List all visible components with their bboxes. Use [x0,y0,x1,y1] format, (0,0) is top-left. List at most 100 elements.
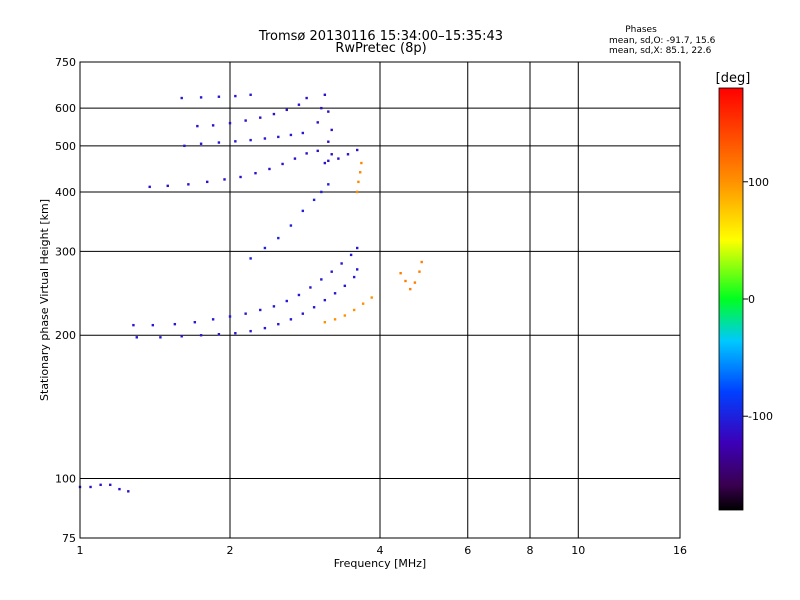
data-point [173,322,177,326]
x-axis-label: Frequency [MHz] [334,557,426,570]
data-point [249,257,252,260]
y-tick-label: 750 [55,56,76,69]
data-point [239,175,242,179]
data-point [355,190,359,194]
data-point [199,142,203,145]
data-point [358,171,362,174]
data-point [159,336,162,339]
data-point [127,490,130,493]
data-point [327,159,330,163]
data-point [277,135,280,139]
data-point [352,275,356,279]
data-point [418,270,421,273]
data-point [409,287,412,291]
data-point [234,94,237,98]
x-tick-label: 1 [77,544,84,557]
data-point [281,162,284,166]
data-point [223,178,226,181]
data-point [272,305,276,308]
data-point [148,185,151,189]
data-point [99,483,102,487]
data-point [211,124,215,127]
data-point [337,157,340,160]
data-point [249,329,252,333]
data-point [323,161,327,165]
data-point [323,93,327,96]
data-point [254,171,257,175]
data-point [289,224,293,227]
data-point [293,157,297,160]
plot-frame [79,61,681,539]
data-point [180,96,183,100]
data-point [193,321,197,324]
data-point [420,260,423,264]
data-point [323,321,327,324]
data-point [217,95,221,98]
y-tick-label: 600 [55,102,76,115]
data-point [135,336,138,339]
x-tick-label: 2 [227,544,234,557]
data-point [320,190,323,194]
x-axis-ticks: 1 2 4 6 8 10 16 [77,544,688,557]
data-point [355,246,359,250]
data-points [78,93,423,493]
data-point [297,103,301,106]
data-point [355,148,359,152]
data-point [349,253,353,257]
data-point [404,279,407,283]
data-point [228,315,232,318]
data-point [244,119,247,122]
y-axis-label: Stationary phase Virtual Height [km] [38,199,51,401]
data-point [199,96,203,99]
x-tick-label: 4 [377,544,384,557]
data-point [234,331,237,335]
data-point [330,153,333,156]
grid-lines [80,62,680,538]
data-point [183,144,186,148]
chart-subtitle: RwPretec (8p) [335,41,426,56]
y-tick-label: 100 [55,473,76,486]
stats-heading: Phases [625,25,657,35]
data-point [249,93,252,96]
data-point [370,296,373,299]
data-point [277,322,280,326]
colorbar-ticks: 100 0 -100 [743,176,773,423]
data-point [343,314,347,317]
stats-o-mode: mean, sd,O: -91.7, 15.6 [609,36,716,46]
data-point [132,323,135,327]
colorbar-tick-label: 100 [748,176,769,189]
colorbar-tick-label: -100 [748,410,773,423]
data-point [263,137,267,140]
data-point [355,268,359,271]
colorbar-tick-label: 0 [748,293,755,306]
data-point [301,312,305,315]
y-tick-label: 200 [55,329,76,342]
data-point [268,167,271,171]
data-point [285,108,288,112]
data-point [151,323,155,327]
data-point [187,183,190,186]
x-tick-label: 6 [464,544,471,557]
data-point [272,112,276,116]
data-point [333,318,337,321]
data-point [297,293,301,297]
data-point [289,133,293,137]
data-point [263,326,267,330]
data-point [327,183,330,186]
colorbar-label: [deg] [716,71,751,86]
data-point [323,298,327,302]
data-point [277,236,280,240]
data-point [228,121,232,125]
data-point [217,141,221,144]
data-point [309,286,312,289]
data-point [316,149,319,153]
data-point [196,124,199,128]
chart-title: Tromsø 20130116 15:34:00–15:35:43 [258,29,503,44]
data-point [320,278,323,281]
x-tick-label: 8 [527,544,534,557]
data-point [340,262,343,265]
y-tick-label: 400 [55,186,76,199]
y-tick-label: 300 [55,245,76,258]
data-point [259,116,262,119]
data-point [312,198,316,202]
